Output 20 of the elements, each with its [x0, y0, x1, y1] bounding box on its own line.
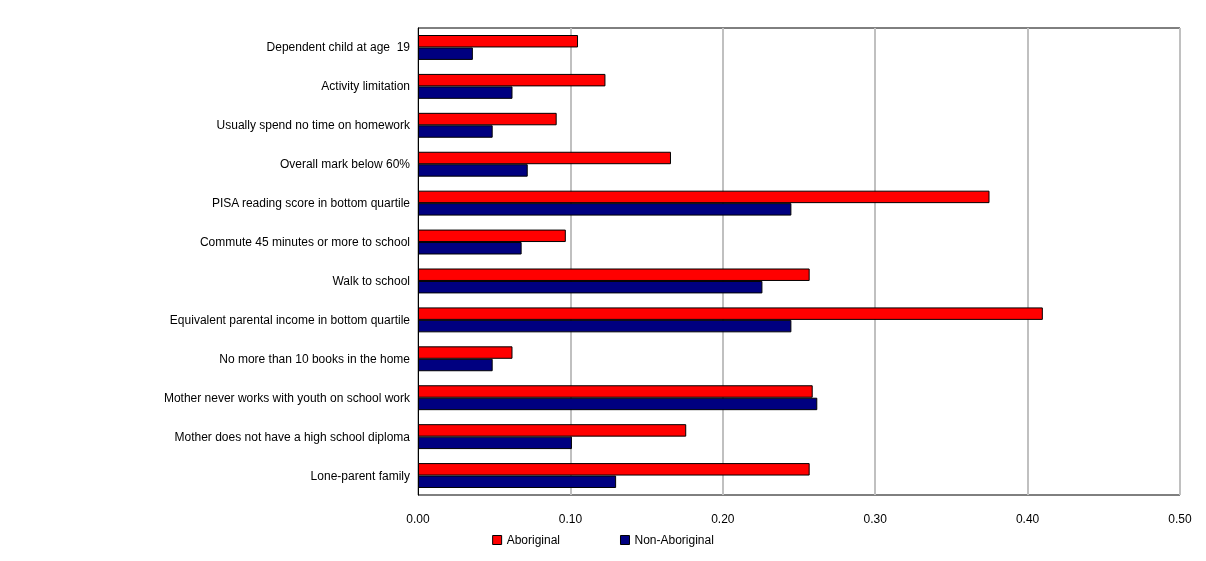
x-tick-label: 0.10	[558, 512, 583, 526]
y-tick-label: Lone-parent family	[310, 468, 410, 483]
y-tick-label: Overall mark below 60%	[279, 157, 411, 172]
y-tick-label: Dependent child at age 19	[266, 40, 411, 55]
x-tick-label: 0.50	[1168, 512, 1192, 526]
x-tick-label: 0.40	[1015, 512, 1040, 526]
y-tick-label: No more than 10 books in the home	[219, 351, 411, 366]
legend-label: Aboriginal	[506, 533, 560, 547]
y-tick-label: Usually spend no time on homework	[216, 118, 411, 133]
y-tick-label: Equivalent parental income in bottom quartile	[169, 312, 411, 327]
x-tick-label: 0.00	[406, 512, 430, 526]
legend-label: Non-Aboriginal	[634, 533, 714, 547]
x-tick-label: 0.30	[863, 512, 888, 526]
y-tick-label: Activity limitation	[321, 79, 410, 94]
x-tick-label: 0.20	[711, 512, 735, 526]
y-tick-label: Walk to school	[332, 273, 410, 288]
y-tick-label: Mother does not have a high school diploma	[174, 429, 411, 444]
y-tick-label: Commute 45 minutes or more to school	[199, 235, 410, 250]
y-tick-label: PISA reading score in bottom quartile	[211, 196, 411, 211]
y-tick-label: Mother never works with youth on school work	[163, 390, 411, 405]
